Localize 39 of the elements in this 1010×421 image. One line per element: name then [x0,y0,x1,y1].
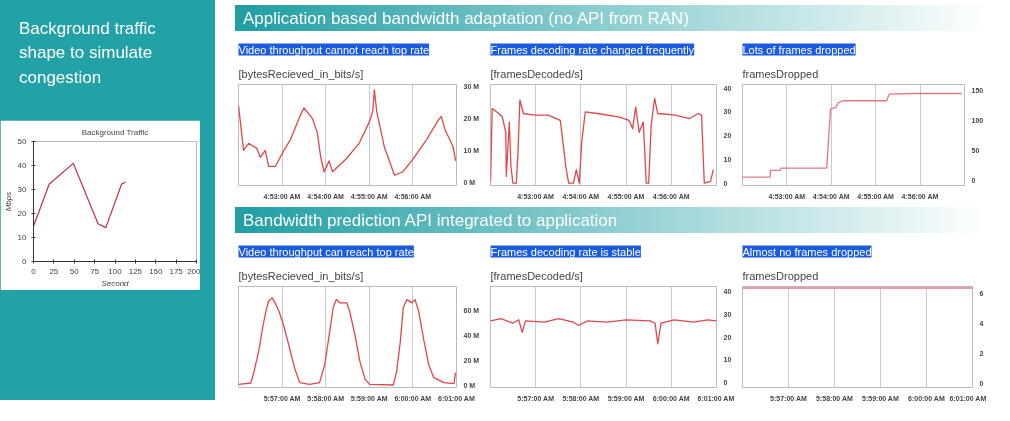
x-tick-label: 200 [187,266,202,276]
x-tick-label: 75 [90,266,100,276]
chart-title: Almost no frames dropped [742,245,872,258]
y-tick-label: 20 [17,209,28,218]
x-tick-label: 0 [31,266,37,276]
chart-title: Frames decoding rate changed frequently [490,43,695,56]
x-tick-label: 150 [149,266,163,276]
chart-subtitle: framesDropped [742,269,819,282]
chart-title: Background Traffic [81,127,149,137]
chart-title: Video throughput can reach top rate [238,245,414,258]
line-series [33,162,127,229]
line-series [490,97,714,184]
chart-title: Video throughput cannot reach top rate [238,43,430,56]
chart-subtitle: [framesDecoded/s] [490,269,583,282]
x-tick-label: 50 [69,266,80,276]
x-tick-label: 125 [128,266,143,276]
chart-subtitle: [framesDecoded/s] [490,67,583,80]
chart-subtitle: framesDropped [742,67,819,80]
x-tick-label: 175 [169,266,184,276]
text: Bandwidth prediction API integrated to application [243,210,618,232]
y-tick-label: 30 [17,185,28,194]
chart-title: Lots of frames dropped [742,43,856,56]
x-axis-title: Second [101,278,130,288]
line-series [490,317,717,345]
x-tick-label: 100 [108,266,123,276]
y-axis-title: Mbps [3,191,13,212]
x-tick-label: 25 [49,266,59,276]
line-series [238,297,457,386]
chart-subtitle: [bytesRecieved_in_bits/s] [238,269,364,282]
line-series [742,92,963,178]
y-tick-label: 40 [17,161,28,170]
y-tick-label: 50 [17,137,28,146]
chart-title: Frames decoding rate is stable [490,245,641,258]
y-tick-label: 10 [17,233,28,242]
line-series [238,89,457,176]
text: Application based bandwidth adaptation (no API from RAN) [243,8,690,30]
y-tick-label: 0 [22,257,28,266]
text: Background traffic shape to simulate congestion [19,18,157,89]
chart-subtitle: [bytesRecieved_in_bits/s] [238,67,364,80]
